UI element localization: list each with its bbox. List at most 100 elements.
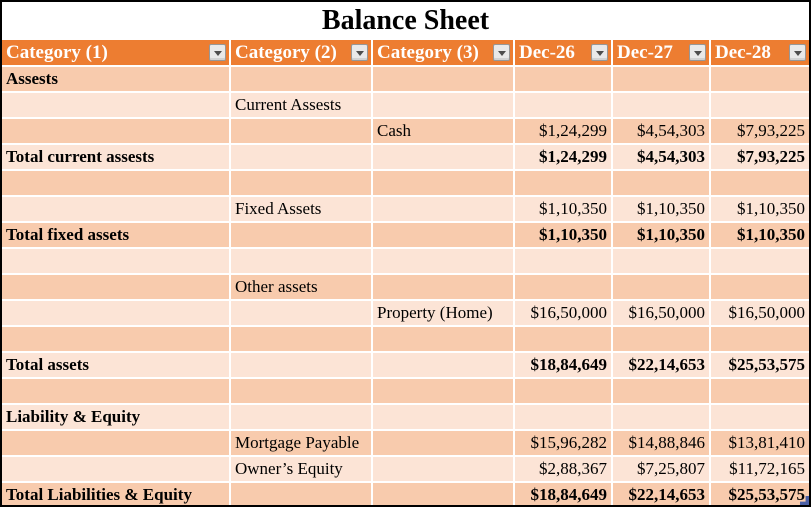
table-cell[interactable] xyxy=(373,405,515,431)
table-cell[interactable] xyxy=(2,119,231,145)
table-cell[interactable] xyxy=(231,249,373,275)
table-cell[interactable] xyxy=(373,275,515,301)
table-cell[interactable] xyxy=(613,171,711,197)
table-cell[interactable]: Owner’s Equity xyxy=(231,457,373,483)
table-cell[interactable] xyxy=(231,171,373,197)
table-cell[interactable]: Total current assests xyxy=(2,145,231,171)
filter-dropdown-button[interactable] xyxy=(591,44,608,61)
table-cell[interactable] xyxy=(373,379,515,405)
table-cell[interactable] xyxy=(373,353,515,379)
table-cell[interactable] xyxy=(373,431,515,457)
table-cell[interactable] xyxy=(373,67,515,93)
table-cell[interactable] xyxy=(2,249,231,275)
table-cell[interactable]: $13,81,410 xyxy=(711,431,809,457)
table-cell[interactable] xyxy=(373,249,515,275)
filter-dropdown-button[interactable] xyxy=(493,44,510,61)
table-cell[interactable]: $7,93,225 xyxy=(711,145,809,171)
table-cell[interactable]: $2,88,367 xyxy=(515,457,613,483)
table-cell[interactable] xyxy=(2,301,231,327)
table-cell[interactable] xyxy=(515,171,613,197)
table-cell[interactable]: $18,84,649 xyxy=(515,353,613,379)
column-header-4[interactable]: Dec-27 xyxy=(613,40,711,67)
table-cell[interactable]: $1,24,299 xyxy=(515,145,613,171)
table-cell[interactable]: $1,10,350 xyxy=(515,223,613,249)
table-cell[interactable]: Liability & Equity xyxy=(2,405,231,431)
table-cell[interactable]: $16,50,000 xyxy=(515,301,613,327)
table-cell[interactable] xyxy=(613,379,711,405)
filter-dropdown-button[interactable] xyxy=(789,44,806,61)
table-cell[interactable] xyxy=(711,275,809,301)
table-cell[interactable] xyxy=(2,431,231,457)
filter-dropdown-button[interactable] xyxy=(689,44,706,61)
table-cell[interactable]: $11,72,165 xyxy=(711,457,809,483)
table-cell[interactable] xyxy=(2,379,231,405)
table-cell[interactable]: $16,50,000 xyxy=(613,301,711,327)
table-cell[interactable] xyxy=(2,197,231,223)
table-cell[interactable]: Assests xyxy=(2,67,231,93)
table-cell[interactable] xyxy=(231,301,373,327)
table-cell[interactable] xyxy=(231,67,373,93)
table-cell[interactable]: Cash xyxy=(373,119,515,145)
table-cell[interactable]: $25,53,575 xyxy=(711,483,809,505)
table-cell[interactable]: $16,50,000 xyxy=(711,301,809,327)
column-header-5[interactable]: Dec-28 xyxy=(711,40,809,67)
table-cell[interactable] xyxy=(711,405,809,431)
table-cell[interactable] xyxy=(373,93,515,119)
table-cell[interactable]: $1,10,350 xyxy=(515,197,613,223)
table-cell[interactable]: $1,10,350 xyxy=(711,197,809,223)
table-cell[interactable] xyxy=(515,93,613,119)
table-cell[interactable] xyxy=(2,327,231,353)
table-cell[interactable] xyxy=(373,483,515,505)
column-header-1[interactable]: Category (2) xyxy=(231,40,373,67)
table-cell[interactable] xyxy=(373,197,515,223)
column-header-0[interactable]: Category (1) xyxy=(2,40,231,67)
table-cell[interactable] xyxy=(231,353,373,379)
table-cell[interactable] xyxy=(231,483,373,505)
table-cell[interactable] xyxy=(231,223,373,249)
table-cell[interactable] xyxy=(711,171,809,197)
table-cell[interactable] xyxy=(711,249,809,275)
table-cell[interactable] xyxy=(2,457,231,483)
table-cell[interactable] xyxy=(2,171,231,197)
table-cell[interactable]: Fixed Assets xyxy=(231,197,373,223)
table-cell[interactable]: $22,14,653 xyxy=(613,353,711,379)
table-cell[interactable] xyxy=(515,327,613,353)
table-cell[interactable] xyxy=(373,327,515,353)
table-cell[interactable] xyxy=(515,379,613,405)
table-cell[interactable] xyxy=(373,457,515,483)
table-cell[interactable] xyxy=(515,249,613,275)
table-cell[interactable]: $4,54,303 xyxy=(613,145,711,171)
table-cell[interactable]: $1,10,350 xyxy=(711,223,809,249)
table-cell[interactable] xyxy=(515,67,613,93)
table-cell[interactable]: $7,25,807 xyxy=(613,457,711,483)
table-cell[interactable] xyxy=(373,171,515,197)
table-cell[interactable]: Current Assests xyxy=(231,93,373,119)
table-cell[interactable]: Property (Home) xyxy=(373,301,515,327)
table-cell[interactable] xyxy=(231,405,373,431)
table-cell[interactable] xyxy=(2,275,231,301)
table-cell[interactable] xyxy=(515,405,613,431)
table-cell[interactable]: $18,84,649 xyxy=(515,483,613,505)
table-cell[interactable]: $7,93,225 xyxy=(711,119,809,145)
table-cell[interactable] xyxy=(711,379,809,405)
table-cell[interactable] xyxy=(711,327,809,353)
table-cell[interactable] xyxy=(711,67,809,93)
table-cell[interactable]: $25,53,575 xyxy=(711,353,809,379)
table-cell[interactable] xyxy=(373,223,515,249)
table-cell[interactable]: $1,24,299 xyxy=(515,119,613,145)
table-cell[interactable] xyxy=(373,145,515,171)
table-cell[interactable]: $22,14,653 xyxy=(613,483,711,505)
table-cell[interactable] xyxy=(613,67,711,93)
table-cell[interactable] xyxy=(515,275,613,301)
table-cell[interactable] xyxy=(613,93,711,119)
table-cell[interactable]: $1,10,350 xyxy=(613,197,711,223)
column-header-2[interactable]: Category (3) xyxy=(373,40,515,67)
table-cell[interactable] xyxy=(711,93,809,119)
filter-dropdown-button[interactable] xyxy=(351,44,368,61)
table-cell[interactable]: Other assets xyxy=(231,275,373,301)
table-cell[interactable]: $15,96,282 xyxy=(515,431,613,457)
table-cell[interactable]: Total Liabilities & Equity xyxy=(2,483,231,505)
table-cell[interactable] xyxy=(613,405,711,431)
table-cell[interactable]: Total fixed assets xyxy=(2,223,231,249)
table-cell[interactable] xyxy=(613,249,711,275)
